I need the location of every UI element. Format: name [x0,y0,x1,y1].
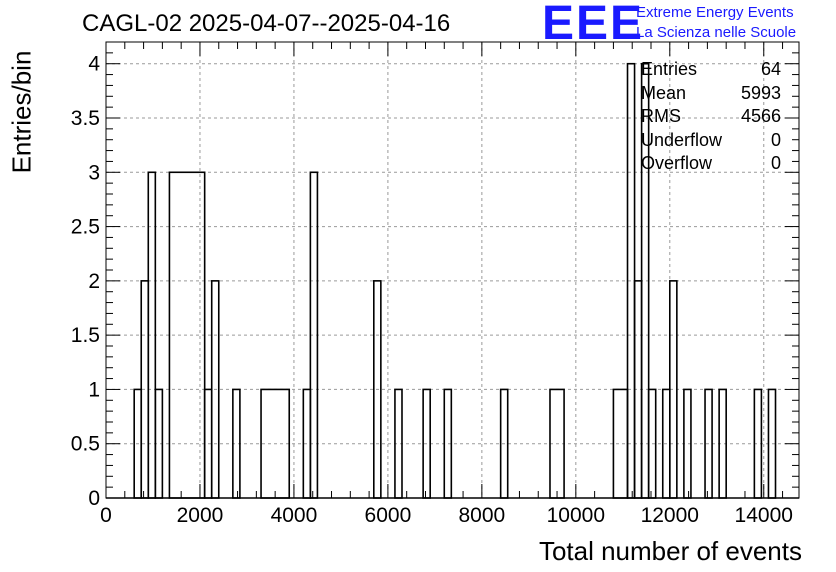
x-tick-label: 8000 [459,504,506,527]
chart-title: CAGL-02 2025-04-07--2025-04-16 [82,10,451,37]
stat-label: Underflow [641,129,723,150]
stat-label: Overflow [641,153,713,173]
stat-row-underflow: Underflow 0 [641,129,781,153]
y-tick-label: 3.5 [71,107,100,130]
x-tick-label: 0 [100,504,112,527]
y-tick-label: 0.5 [71,433,100,456]
y-tick-label: 2 [88,270,100,293]
stat-value: 0 [770,129,781,150]
y-axis-label: Entries/bin [6,50,37,174]
logo-mark: EEE [542,0,645,50]
stat-value: 0 [770,153,781,173]
y-tick-label: 1 [88,378,100,401]
stat-label: Mean [641,82,687,103]
logo-line-1: Extreme Energy Events [636,4,794,21]
stat-value: 5993 [740,82,781,103]
stat-value: 64 [760,59,781,79]
x-axis-label: Total number of events [538,536,802,566]
x-tick-label: 4000 [271,504,318,527]
stat-value: 4566 [740,106,781,126]
stat-label: RMS [641,106,681,126]
stat-row-rms: RMS 4566 [641,105,781,129]
stat-row-overflow: Overflow 0 [641,152,781,176]
stat-label: Entries [641,59,698,79]
logo-line-2: La Scienza nelle Scuole [636,24,797,41]
y-tick-label: 1.5 [71,324,100,347]
x-tick-label: 14000 [735,504,793,527]
x-tick-label: 2000 [177,504,224,527]
y-tick-label: 3 [88,161,100,184]
y-tick-label: 4 [88,53,100,76]
stat-row-entries: Entries 64 [641,58,781,82]
y-tick-label: 0 [88,487,100,510]
y-tick-label: 2.5 [71,216,100,239]
histogram-bin [612,388,629,499]
stats-box: Entries 64 Mean 5993 RMS 4566 Underflow … [641,58,781,176]
x-tick-label: 12000 [641,504,699,527]
stat-row-mean: Mean 5993 [641,82,781,106]
x-tick-label: 6000 [365,504,412,527]
x-tick-label: 10000 [547,504,605,527]
